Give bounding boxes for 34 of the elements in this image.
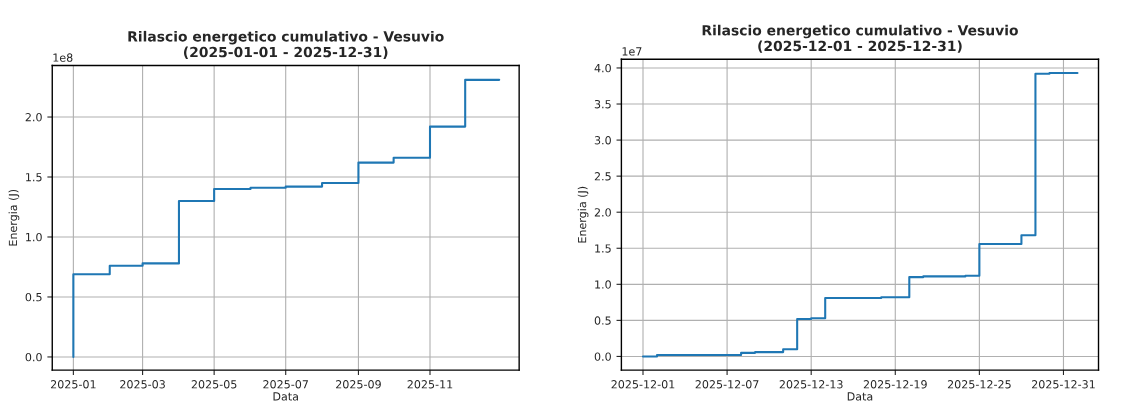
- x-tick-label: 2025-09: [336, 380, 381, 389]
- y-tick-label: 2.0: [25, 113, 42, 122]
- x-tick-label: 2025-01: [50, 380, 96, 389]
- text: 1e8: [53, 53, 73, 62]
- y-axis-title: Energia (J): [8, 189, 20, 246]
- y-tick-label: 0.0: [25, 352, 42, 362]
- y-tick-label: 2.5: [594, 172, 611, 181]
- y-tick-label: 1.5: [26, 173, 42, 182]
- x-tick-label: 2025-05: [191, 380, 237, 389]
- y-tick-label: 2.0: [594, 208, 611, 217]
- y-tick-label: 1.5: [595, 244, 611, 253]
- y-tick-label: 0.5: [594, 316, 611, 325]
- y-tick-label: 3.0: [594, 136, 611, 145]
- y-tick-label: 1.0: [595, 280, 611, 289]
- x-tick-label: 2025-12-01: [611, 380, 675, 389]
- y-tick-label: 3.5: [594, 99, 611, 109]
- x-axis-title: Data: [847, 392, 873, 401]
- chart-title: Rilascio energetico cumulativo - Vesuvio (2025-12-01 - 2025-12-31): [702, 24, 1018, 53]
- x-tick-label: 2025-11: [407, 380, 453, 389]
- x-axis-title: Data: [273, 392, 298, 401]
- x-tick-label: 2025-03: [120, 380, 165, 389]
- x-tick-label: 2025-12-13: [779, 380, 843, 389]
- x-tick-label: 2025-07: [263, 380, 308, 389]
- y-tick-label: 0.0: [594, 352, 611, 361]
- y-axis-title: Energia (J): [577, 186, 589, 243]
- x-tick-label: 2025-12-25: [947, 380, 1011, 389]
- y-tick-label: 1.0: [26, 232, 42, 242]
- x-tick-label: 2025-12-07: [695, 380, 759, 389]
- y-tick-label: 0.5: [25, 292, 42, 302]
- text: 1e7: [622, 47, 642, 56]
- x-tick-label: 2025-12-19: [863, 380, 927, 389]
- x-tick-label: 2025-12-31: [1032, 380, 1095, 389]
- y-tick-label: 4.0: [594, 63, 611, 73]
- chart-title: Rilascio energetico cumulativo - Vesuvio (2025-01-01 - 2025-12-31): [128, 30, 444, 59]
